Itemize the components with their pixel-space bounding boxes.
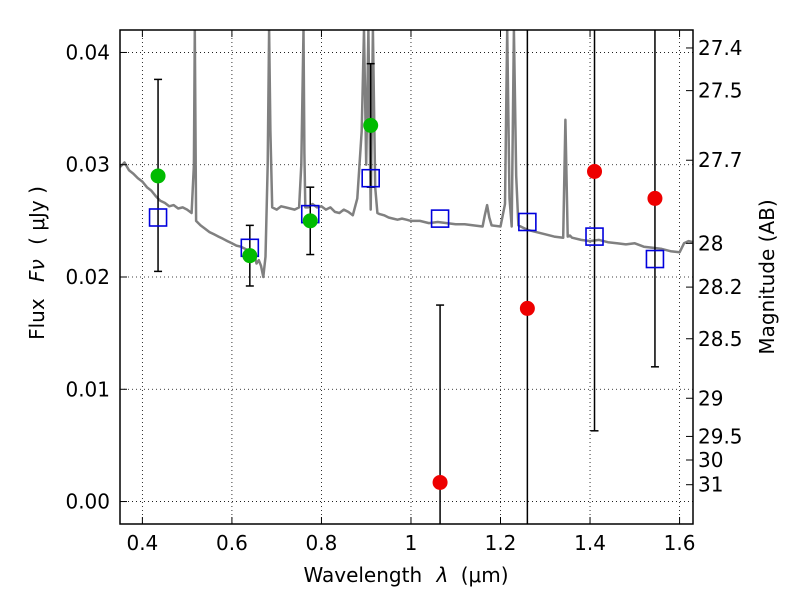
y-right-tick-label: 29.5 (698, 424, 743, 448)
grid (120, 30, 693, 524)
y-tick-label: 0.04 (65, 40, 110, 64)
y-right-tick-label: 28 (698, 231, 723, 255)
detection-point (302, 213, 318, 229)
nondetection-point (432, 474, 448, 490)
detection-point (242, 248, 258, 264)
y-right-tick-label: 28.5 (698, 327, 743, 351)
spectrum-layer (120, 30, 693, 279)
plot-frame (119, 29, 694, 525)
y-tick-label: 0.00 (65, 490, 110, 514)
detection-point (150, 168, 166, 184)
detection-point (363, 117, 379, 133)
marker-layer (148, 117, 665, 490)
x-tick-label: 0.6 (216, 531, 248, 555)
x-tick-label: 1.2 (485, 531, 517, 555)
model-box-point (148, 208, 168, 227)
model-box-point (645, 249, 665, 269)
nondetection-point (519, 300, 535, 316)
model-box-point (361, 168, 380, 188)
nondetection-point (647, 190, 663, 206)
y-tick-label: 0.02 (65, 265, 110, 289)
model-box-point (585, 227, 604, 246)
y-right-tick-label: 27.7 (698, 148, 743, 172)
spectrum-line (120, 30, 693, 279)
y-tick-label: 0.03 (65, 153, 110, 177)
y-axis-right-title: Magnitude (AB) (755, 199, 779, 354)
model-box-point (430, 209, 450, 228)
tick-layer: 0.4 0.6 0.8 1 1.2 1.4 1.6 0.00 0.01 0.02 0.03 0.04 2… (65, 30, 743, 555)
y-right-tick-label: 28.2 (698, 275, 743, 299)
y-axis-title: Flux Fν ( μJy ) (25, 186, 49, 340)
errorbar-layer (154, 30, 659, 524)
x-tick-label: 1.6 (664, 531, 696, 555)
model-box-point (518, 212, 537, 232)
x-tick-label: 0.8 (306, 531, 338, 555)
y-right-tick-label: 31 (698, 473, 723, 497)
nondetection-point (587, 163, 603, 179)
x-tick-label: 1.4 (574, 531, 606, 555)
y-right-tick-label: 27.4 (698, 36, 743, 60)
y-right-tick-label: 30 (698, 448, 723, 472)
x-tick-label: 0.4 (126, 531, 158, 555)
x-axis-title: Wavelength λ (μm) (303, 563, 508, 587)
y-tick-label: 0.01 (65, 377, 110, 401)
y-right-tick-label: 29 (698, 386, 723, 410)
y-right-tick-label: 27.5 (698, 79, 743, 103)
x-tick-label: 1 (405, 531, 418, 555)
